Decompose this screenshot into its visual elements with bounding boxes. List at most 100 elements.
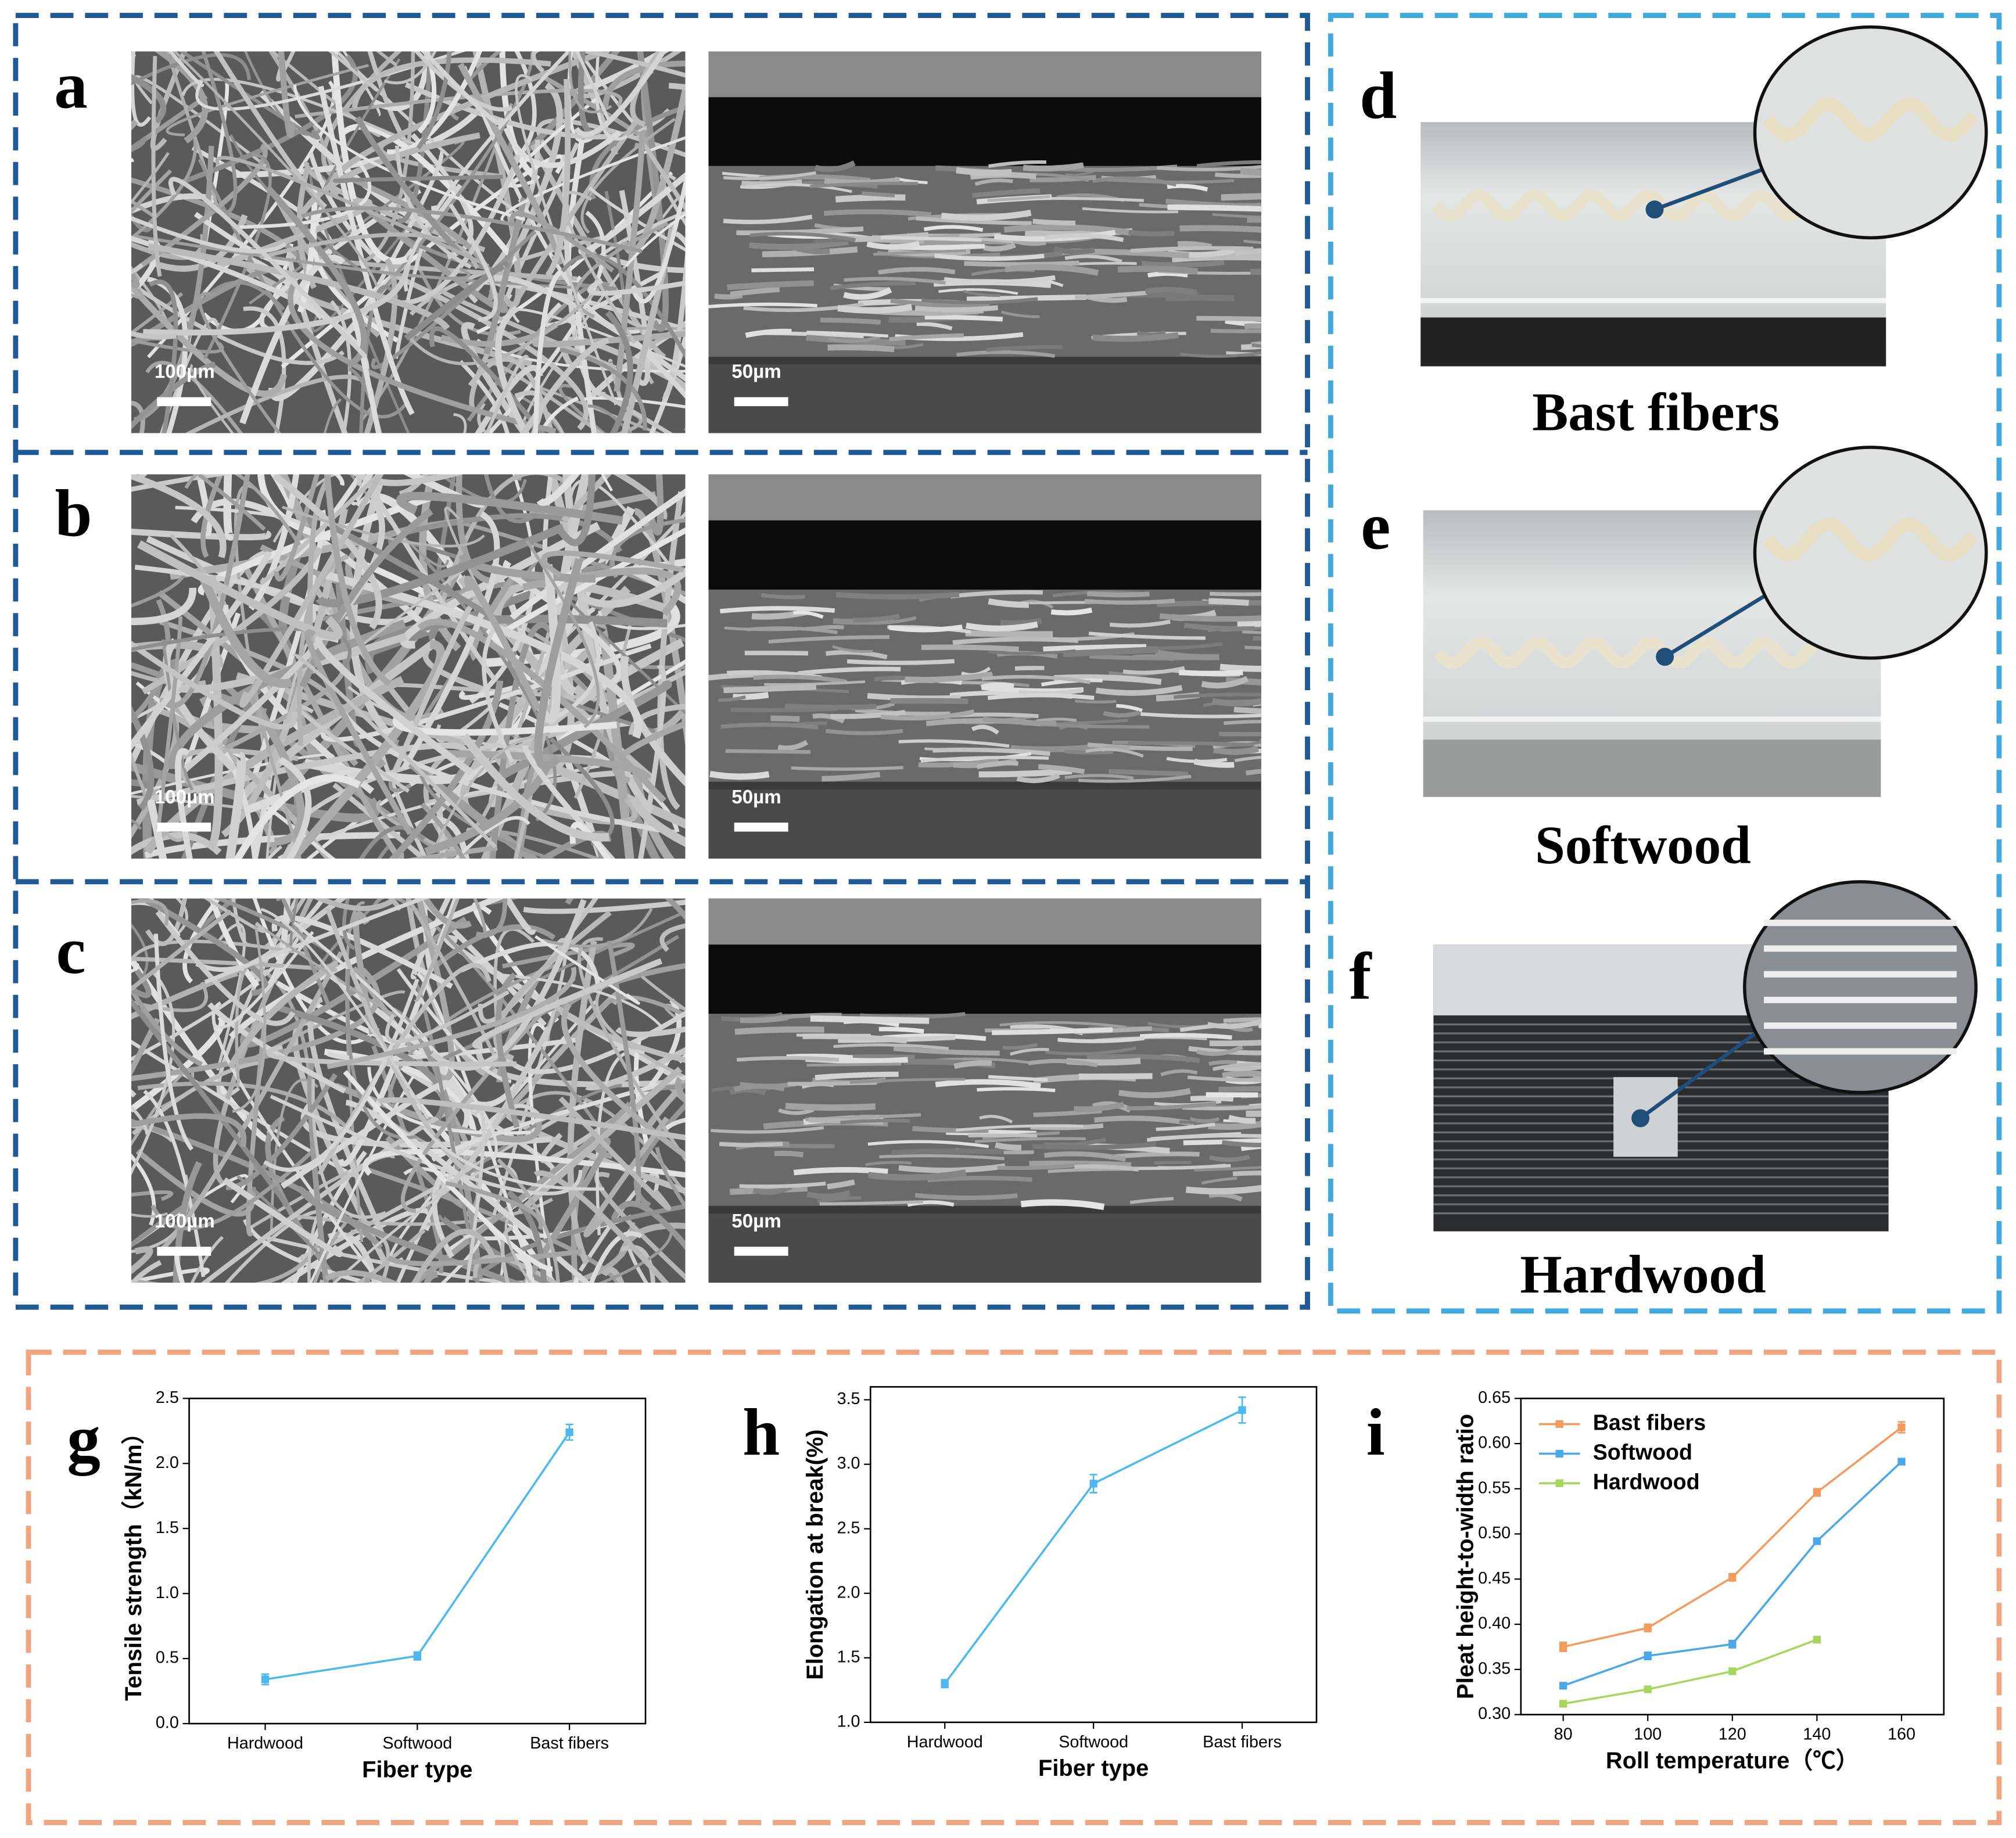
fiber-section (1213, 746, 1259, 755)
fiber-section (776, 1013, 842, 1021)
fiber-section (1082, 207, 1179, 214)
fiber (223, 1177, 343, 1257)
scale-bar (157, 397, 211, 407)
fiber-section (972, 188, 1041, 198)
fiber-section (865, 1161, 912, 1166)
fiber-section (920, 755, 1049, 763)
fiber (439, 474, 568, 608)
fiber (332, 1165, 519, 1283)
fiber-section (981, 674, 1090, 684)
fiber (131, 550, 272, 751)
point (1728, 1573, 1737, 1581)
fiber-section (1095, 685, 1183, 696)
fiber-section (727, 280, 814, 290)
fiber (137, 898, 269, 996)
fiber-section (1159, 613, 1261, 622)
fiber (190, 1236, 224, 1283)
fiber (270, 474, 296, 512)
fiber (515, 74, 618, 405)
fiber (558, 474, 596, 547)
fiber (167, 51, 205, 87)
panel-label: g (67, 1402, 101, 1476)
point (1897, 1458, 1906, 1466)
fiber (232, 925, 267, 1113)
fiber (131, 169, 173, 214)
fiber-section (988, 160, 1046, 168)
fiber-section (1209, 1039, 1261, 1046)
fiber (259, 924, 397, 1018)
series-line (1563, 1638, 1818, 1705)
fiber (352, 565, 471, 654)
fiber (131, 1212, 168, 1218)
fiber (429, 326, 546, 433)
fiber-section (1246, 1110, 1261, 1117)
fiber (420, 802, 466, 859)
fiber (131, 51, 152, 127)
fiber-section (1145, 286, 1197, 296)
fiber-section (1063, 646, 1158, 658)
fiber (327, 1232, 378, 1283)
fiber (248, 474, 300, 611)
fiber-section (1057, 1036, 1145, 1043)
fiber (417, 51, 437, 134)
fiber (472, 898, 487, 938)
fiber (263, 978, 419, 1172)
fiber (325, 907, 467, 1172)
photo-shadow (1423, 739, 1881, 797)
fiber (541, 550, 684, 578)
fiber-section (1140, 1033, 1232, 1040)
fiber-section (987, 693, 1095, 701)
fiber (131, 281, 288, 397)
fiber-section (1234, 755, 1261, 762)
fiber-section (916, 322, 953, 331)
fiber (522, 745, 616, 859)
fiber (278, 756, 312, 859)
fiber-section (736, 226, 864, 235)
fiber-section (1087, 742, 1193, 751)
fiber (485, 354, 529, 433)
fiber-section (1183, 1138, 1261, 1146)
fiber (131, 1017, 160, 1076)
fiber (396, 491, 623, 525)
fiber (131, 474, 362, 492)
fiber-section (791, 766, 903, 771)
fiber-section (1109, 769, 1188, 777)
fiber-section (1228, 1115, 1256, 1124)
fiber (333, 474, 345, 486)
fiber (323, 398, 342, 433)
fiber-section (1240, 343, 1261, 350)
fiber-section (932, 747, 1050, 756)
fiber-section (1147, 271, 1188, 278)
series-line (265, 1431, 571, 1681)
fiber (131, 474, 227, 559)
point (1644, 1652, 1652, 1660)
fiber (131, 1246, 153, 1275)
fiber (145, 898, 187, 946)
fiber (215, 156, 490, 268)
fiber (131, 213, 155, 232)
fiber (131, 902, 170, 914)
fiber (461, 733, 610, 842)
legend-marker (1555, 1449, 1563, 1458)
fiber (497, 1158, 560, 1283)
fiber (589, 1231, 643, 1283)
fiber-section (1222, 1140, 1261, 1148)
fiber-section (1179, 351, 1261, 358)
frame-charts (26, 1349, 2002, 1825)
fiber (175, 748, 193, 859)
fiber-section (1237, 620, 1261, 627)
x-axis-title: Roll temperature（℃） (1606, 1748, 1859, 1774)
y-axis-title: Tensile strength（kN/m） (121, 1421, 146, 1701)
fiber (182, 898, 222, 983)
fiber-section (849, 1078, 965, 1084)
fiber-section (1030, 1123, 1104, 1130)
fiber (569, 479, 670, 566)
fiber (632, 173, 686, 304)
fiber (131, 1014, 225, 1113)
fiber-section (1196, 160, 1261, 168)
fiber (293, 84, 526, 221)
fiber-section (1209, 1154, 1250, 1162)
fiber-section (1001, 310, 1040, 318)
fiber-section (1190, 1096, 1234, 1102)
fiber (167, 619, 406, 770)
